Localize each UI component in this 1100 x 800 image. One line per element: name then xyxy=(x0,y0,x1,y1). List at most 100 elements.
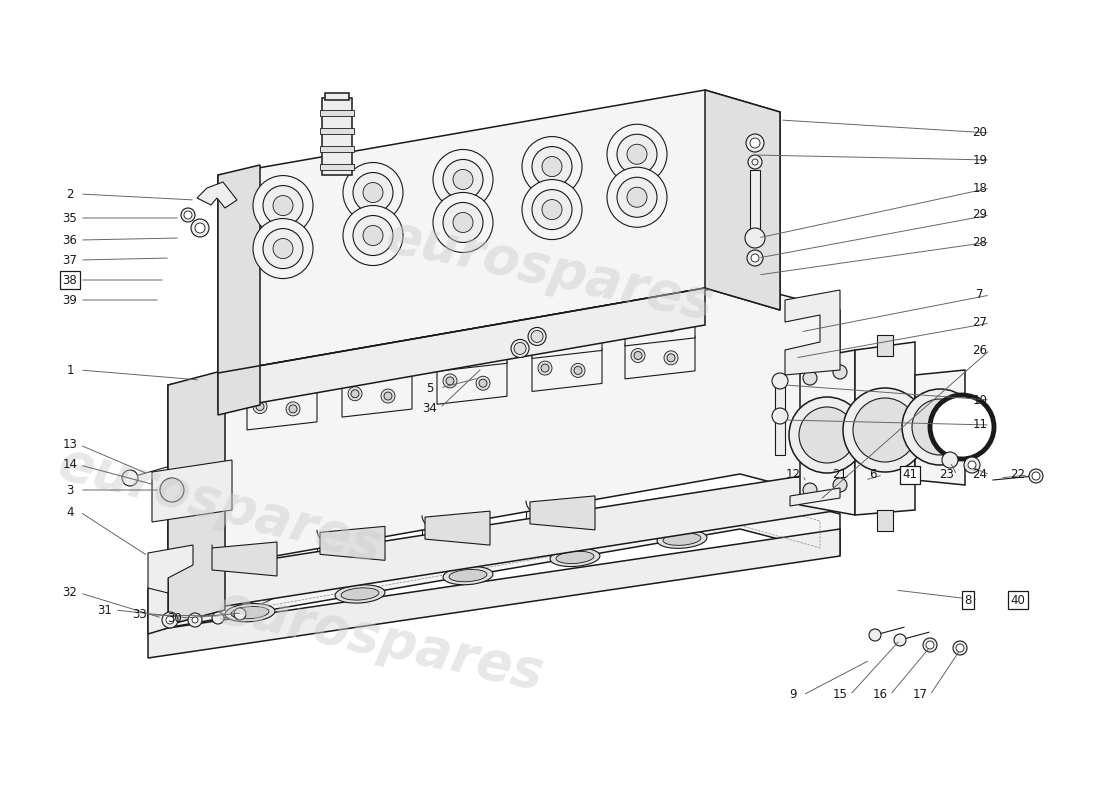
Polygon shape xyxy=(532,318,602,358)
Circle shape xyxy=(748,155,762,169)
Circle shape xyxy=(182,208,195,222)
Circle shape xyxy=(617,178,657,218)
Polygon shape xyxy=(218,90,780,373)
Circle shape xyxy=(930,395,994,459)
Circle shape xyxy=(443,202,483,242)
Circle shape xyxy=(528,327,546,346)
Circle shape xyxy=(541,333,549,339)
Polygon shape xyxy=(324,93,349,100)
Circle shape xyxy=(184,211,192,219)
Circle shape xyxy=(667,354,675,362)
Text: 17: 17 xyxy=(913,689,927,702)
Text: 15: 15 xyxy=(833,689,847,702)
Polygon shape xyxy=(320,526,385,560)
Circle shape xyxy=(514,342,526,354)
Polygon shape xyxy=(212,542,277,576)
Circle shape xyxy=(542,199,562,219)
Text: 3: 3 xyxy=(66,483,74,497)
Polygon shape xyxy=(855,342,915,515)
Text: 29: 29 xyxy=(972,209,988,222)
Circle shape xyxy=(843,388,927,472)
Text: eurospares: eurospares xyxy=(211,580,549,700)
Circle shape xyxy=(195,223,205,233)
Polygon shape xyxy=(750,170,760,230)
Circle shape xyxy=(968,461,976,469)
Text: 31: 31 xyxy=(98,603,112,617)
Circle shape xyxy=(852,398,917,462)
Circle shape xyxy=(253,218,313,278)
Polygon shape xyxy=(530,496,595,530)
Polygon shape xyxy=(790,488,840,506)
Circle shape xyxy=(617,134,657,174)
Circle shape xyxy=(273,195,293,215)
Circle shape xyxy=(273,238,293,258)
Circle shape xyxy=(256,402,264,410)
Polygon shape xyxy=(148,529,840,658)
Circle shape xyxy=(453,170,473,190)
Ellipse shape xyxy=(449,570,487,582)
Text: 11: 11 xyxy=(972,418,988,431)
Circle shape xyxy=(607,167,667,227)
Circle shape xyxy=(351,390,359,398)
Ellipse shape xyxy=(341,588,380,600)
Text: eurospares: eurospares xyxy=(53,437,387,574)
Circle shape xyxy=(253,399,267,414)
Circle shape xyxy=(256,371,264,378)
Circle shape xyxy=(542,157,562,177)
Circle shape xyxy=(478,379,487,387)
Polygon shape xyxy=(197,182,236,208)
Circle shape xyxy=(1028,469,1043,483)
Polygon shape xyxy=(168,284,840,575)
Polygon shape xyxy=(320,164,354,170)
Polygon shape xyxy=(152,460,232,522)
Circle shape xyxy=(212,612,224,624)
Ellipse shape xyxy=(663,533,701,546)
Circle shape xyxy=(574,335,582,342)
Circle shape xyxy=(253,175,313,235)
Polygon shape xyxy=(248,357,317,397)
Text: 33: 33 xyxy=(133,609,147,622)
Circle shape xyxy=(942,452,958,468)
Polygon shape xyxy=(705,90,780,310)
Circle shape xyxy=(385,361,392,367)
Circle shape xyxy=(632,318,644,330)
Text: 30: 30 xyxy=(167,611,183,625)
Text: 24: 24 xyxy=(972,469,988,482)
Polygon shape xyxy=(168,470,840,615)
Text: 36: 36 xyxy=(63,234,77,246)
Circle shape xyxy=(539,330,551,342)
Circle shape xyxy=(348,386,362,401)
Circle shape xyxy=(532,190,572,230)
Circle shape xyxy=(353,173,393,213)
Text: 22: 22 xyxy=(1011,469,1025,482)
Circle shape xyxy=(627,144,647,164)
Text: 10: 10 xyxy=(972,394,988,406)
Polygon shape xyxy=(148,582,168,634)
Polygon shape xyxy=(322,98,352,175)
Circle shape xyxy=(522,137,582,197)
Polygon shape xyxy=(877,510,893,531)
Circle shape xyxy=(363,226,383,246)
Text: 27: 27 xyxy=(972,317,988,330)
Polygon shape xyxy=(320,128,354,134)
Text: 2: 2 xyxy=(66,187,74,201)
Circle shape xyxy=(287,371,299,383)
Circle shape xyxy=(627,187,647,207)
Polygon shape xyxy=(320,110,354,116)
Text: 19: 19 xyxy=(972,154,988,166)
Circle shape xyxy=(747,250,763,266)
Text: 4: 4 xyxy=(66,506,74,518)
Circle shape xyxy=(666,320,676,332)
Circle shape xyxy=(752,159,758,165)
Polygon shape xyxy=(425,511,490,545)
Circle shape xyxy=(571,363,585,378)
Circle shape xyxy=(446,377,454,385)
Circle shape xyxy=(902,389,978,465)
Circle shape xyxy=(953,641,967,655)
Circle shape xyxy=(574,366,582,374)
Text: 5: 5 xyxy=(427,382,433,394)
Circle shape xyxy=(607,124,667,184)
Circle shape xyxy=(750,138,760,148)
Polygon shape xyxy=(776,417,785,455)
Circle shape xyxy=(382,358,394,370)
